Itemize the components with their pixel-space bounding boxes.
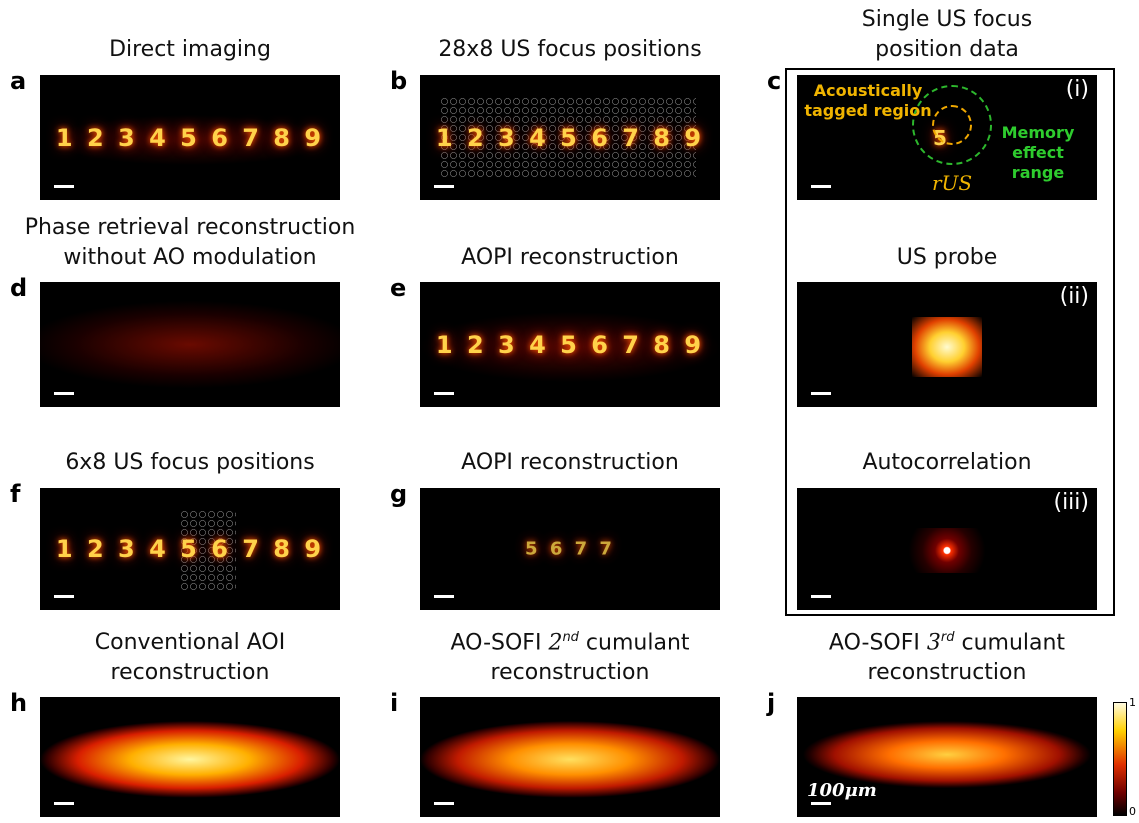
panel-image: 1 2 3 4 5 6 7 8 9 <box>420 282 720 407</box>
panel-image: 5 6 7 7 <box>420 488 720 610</box>
scale-bar <box>434 802 454 805</box>
colorbar <box>1113 702 1127 816</box>
panel-letter: g <box>390 480 407 508</box>
figure: Direct imaging a 1 2 3 4 5 6 7 8 9 28x8 US … <box>0 0 1139 823</box>
scale-bar <box>54 392 74 395</box>
digits: 1 2 3 4 5 6 7 8 9 <box>40 535 340 563</box>
title-sup: rd <box>941 630 955 645</box>
panel-letter: f <box>10 480 20 508</box>
colorbar-max: 1 <box>1129 696 1136 709</box>
panel-letter: b <box>390 67 407 95</box>
panel-title: 28x8 US focus positions <box>438 37 701 62</box>
inset-tag: (i) <box>1066 77 1089 102</box>
inset-tag: (ii) <box>1060 284 1089 309</box>
digits: 5 6 7 7 <box>420 539 720 560</box>
panel-image: (iii) <box>797 488 1097 610</box>
title-math: 2 <box>548 630 562 655</box>
title-text: cumulant <box>579 630 690 655</box>
panel-title: without AO modulation <box>63 245 316 270</box>
scale-bar <box>811 802 831 805</box>
us-probe <box>912 317 982 377</box>
scale-bar <box>811 595 831 598</box>
panel-image <box>40 282 340 407</box>
digits: 1 2 3 4 5 6 7 8 9 <box>420 331 720 359</box>
panel-title: US probe <box>897 245 998 270</box>
panel-title: AOPI reconstruction <box>461 450 679 475</box>
panel-letter: h <box>10 689 27 717</box>
panel-title: 6x8 US focus positions <box>65 450 314 475</box>
panel-title: reconstruction <box>868 660 1027 685</box>
scale-bar <box>434 392 454 395</box>
panel-title: AOPI reconstruction <box>461 245 679 270</box>
panel-title: Direct imaging <box>109 37 271 62</box>
title-math: 3 <box>927 630 941 655</box>
scale-bar <box>434 185 454 188</box>
autocorr <box>897 528 997 573</box>
scale-bar <box>54 185 74 188</box>
panel-letter: e <box>390 274 406 302</box>
panel-letter: c <box>767 67 781 95</box>
panel-title: Conventional AOI <box>95 630 285 655</box>
digits: 1 2 3 4 5 6 7 8 9 <box>420 124 720 152</box>
annotation: Acoustically tagged region <box>803 81 933 121</box>
panel-letter: d <box>10 274 27 302</box>
scale-bar <box>434 595 454 598</box>
panel-title: Single US focus <box>862 7 1032 32</box>
panel-title: reconstruction <box>111 660 270 685</box>
digits: 1 2 3 4 5 6 7 8 9 <box>40 124 340 152</box>
scale-bar <box>811 185 831 188</box>
us-circle <box>932 105 972 145</box>
colorbar-min: 0 <box>1129 805 1136 818</box>
inset-tag: (iii) <box>1053 490 1089 515</box>
panel-title: reconstruction <box>491 660 650 685</box>
panel-image: 1 2 3 4 5 6 7 8 9 <box>40 488 340 610</box>
panel-title: AO-SOFI 3rd cumulant <box>829 630 1065 655</box>
panel-letter: i <box>390 689 398 717</box>
panel-image <box>40 697 340 817</box>
panel-image: 100μm <box>797 697 1097 817</box>
panel-title: position data <box>875 37 1019 62</box>
scale-bar <box>54 802 74 805</box>
panel-title: Phase retrieval reconstruction <box>25 215 356 240</box>
title-sup: nd <box>562 630 579 645</box>
panel-letter: j <box>767 689 775 717</box>
title-text: cumulant <box>954 630 1065 655</box>
annotation: rUS <box>922 173 982 193</box>
panel-image <box>420 697 720 817</box>
title-text: AO-SOFI <box>450 630 548 655</box>
panel-letter: a <box>10 67 26 95</box>
title-text: AO-SOFI <box>829 630 927 655</box>
scale-bar <box>54 595 74 598</box>
panel-title: Autocorrelation <box>862 450 1031 475</box>
panel-title: AO-SOFI 2nd cumulant <box>450 630 689 655</box>
annotation: Memory effect range <box>993 123 1083 183</box>
panel-image: 1 2 3 4 5 6 7 8 9 <box>420 75 720 200</box>
scale-bar <box>811 392 831 395</box>
panel-image: (ii) <box>797 282 1097 407</box>
panel-image: 1 2 3 4 5 6 7 8 9 <box>40 75 340 200</box>
scale-label: 100μm <box>807 780 877 801</box>
